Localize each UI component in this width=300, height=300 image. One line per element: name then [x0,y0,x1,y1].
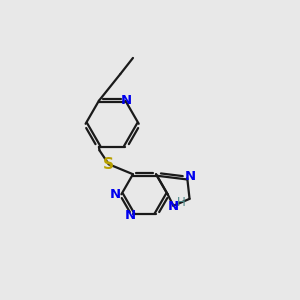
Text: H: H [176,196,185,209]
Text: N: N [168,200,179,213]
Text: N: N [125,209,136,222]
Text: N: N [121,94,132,107]
Text: N: N [184,170,196,183]
Text: S: S [103,157,114,172]
Text: N: N [110,188,121,201]
